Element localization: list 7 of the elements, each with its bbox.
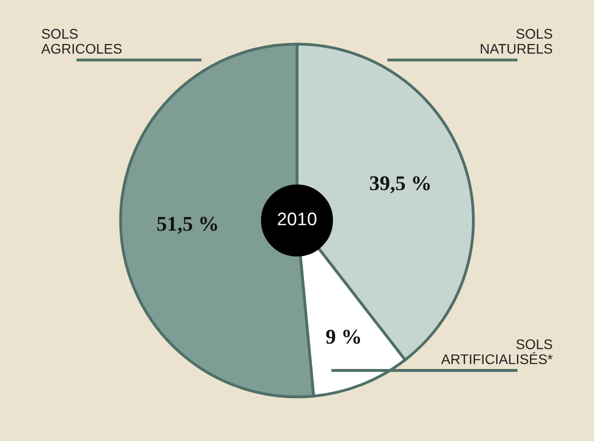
- slice-label: SOLS ARTIFICIALISÉS*: [441, 339, 553, 364]
- slice-label: SOLS NATURELS: [480, 28, 552, 54]
- data-label: 9 %: [326, 330, 360, 344]
- data-label: 39,5 %: [370, 176, 430, 194]
- slice-label: SOLS AGRICOLES: [41, 28, 122, 54]
- text: 2010: [278, 212, 316, 226]
- data-label: 51,5 %: [157, 216, 218, 234]
